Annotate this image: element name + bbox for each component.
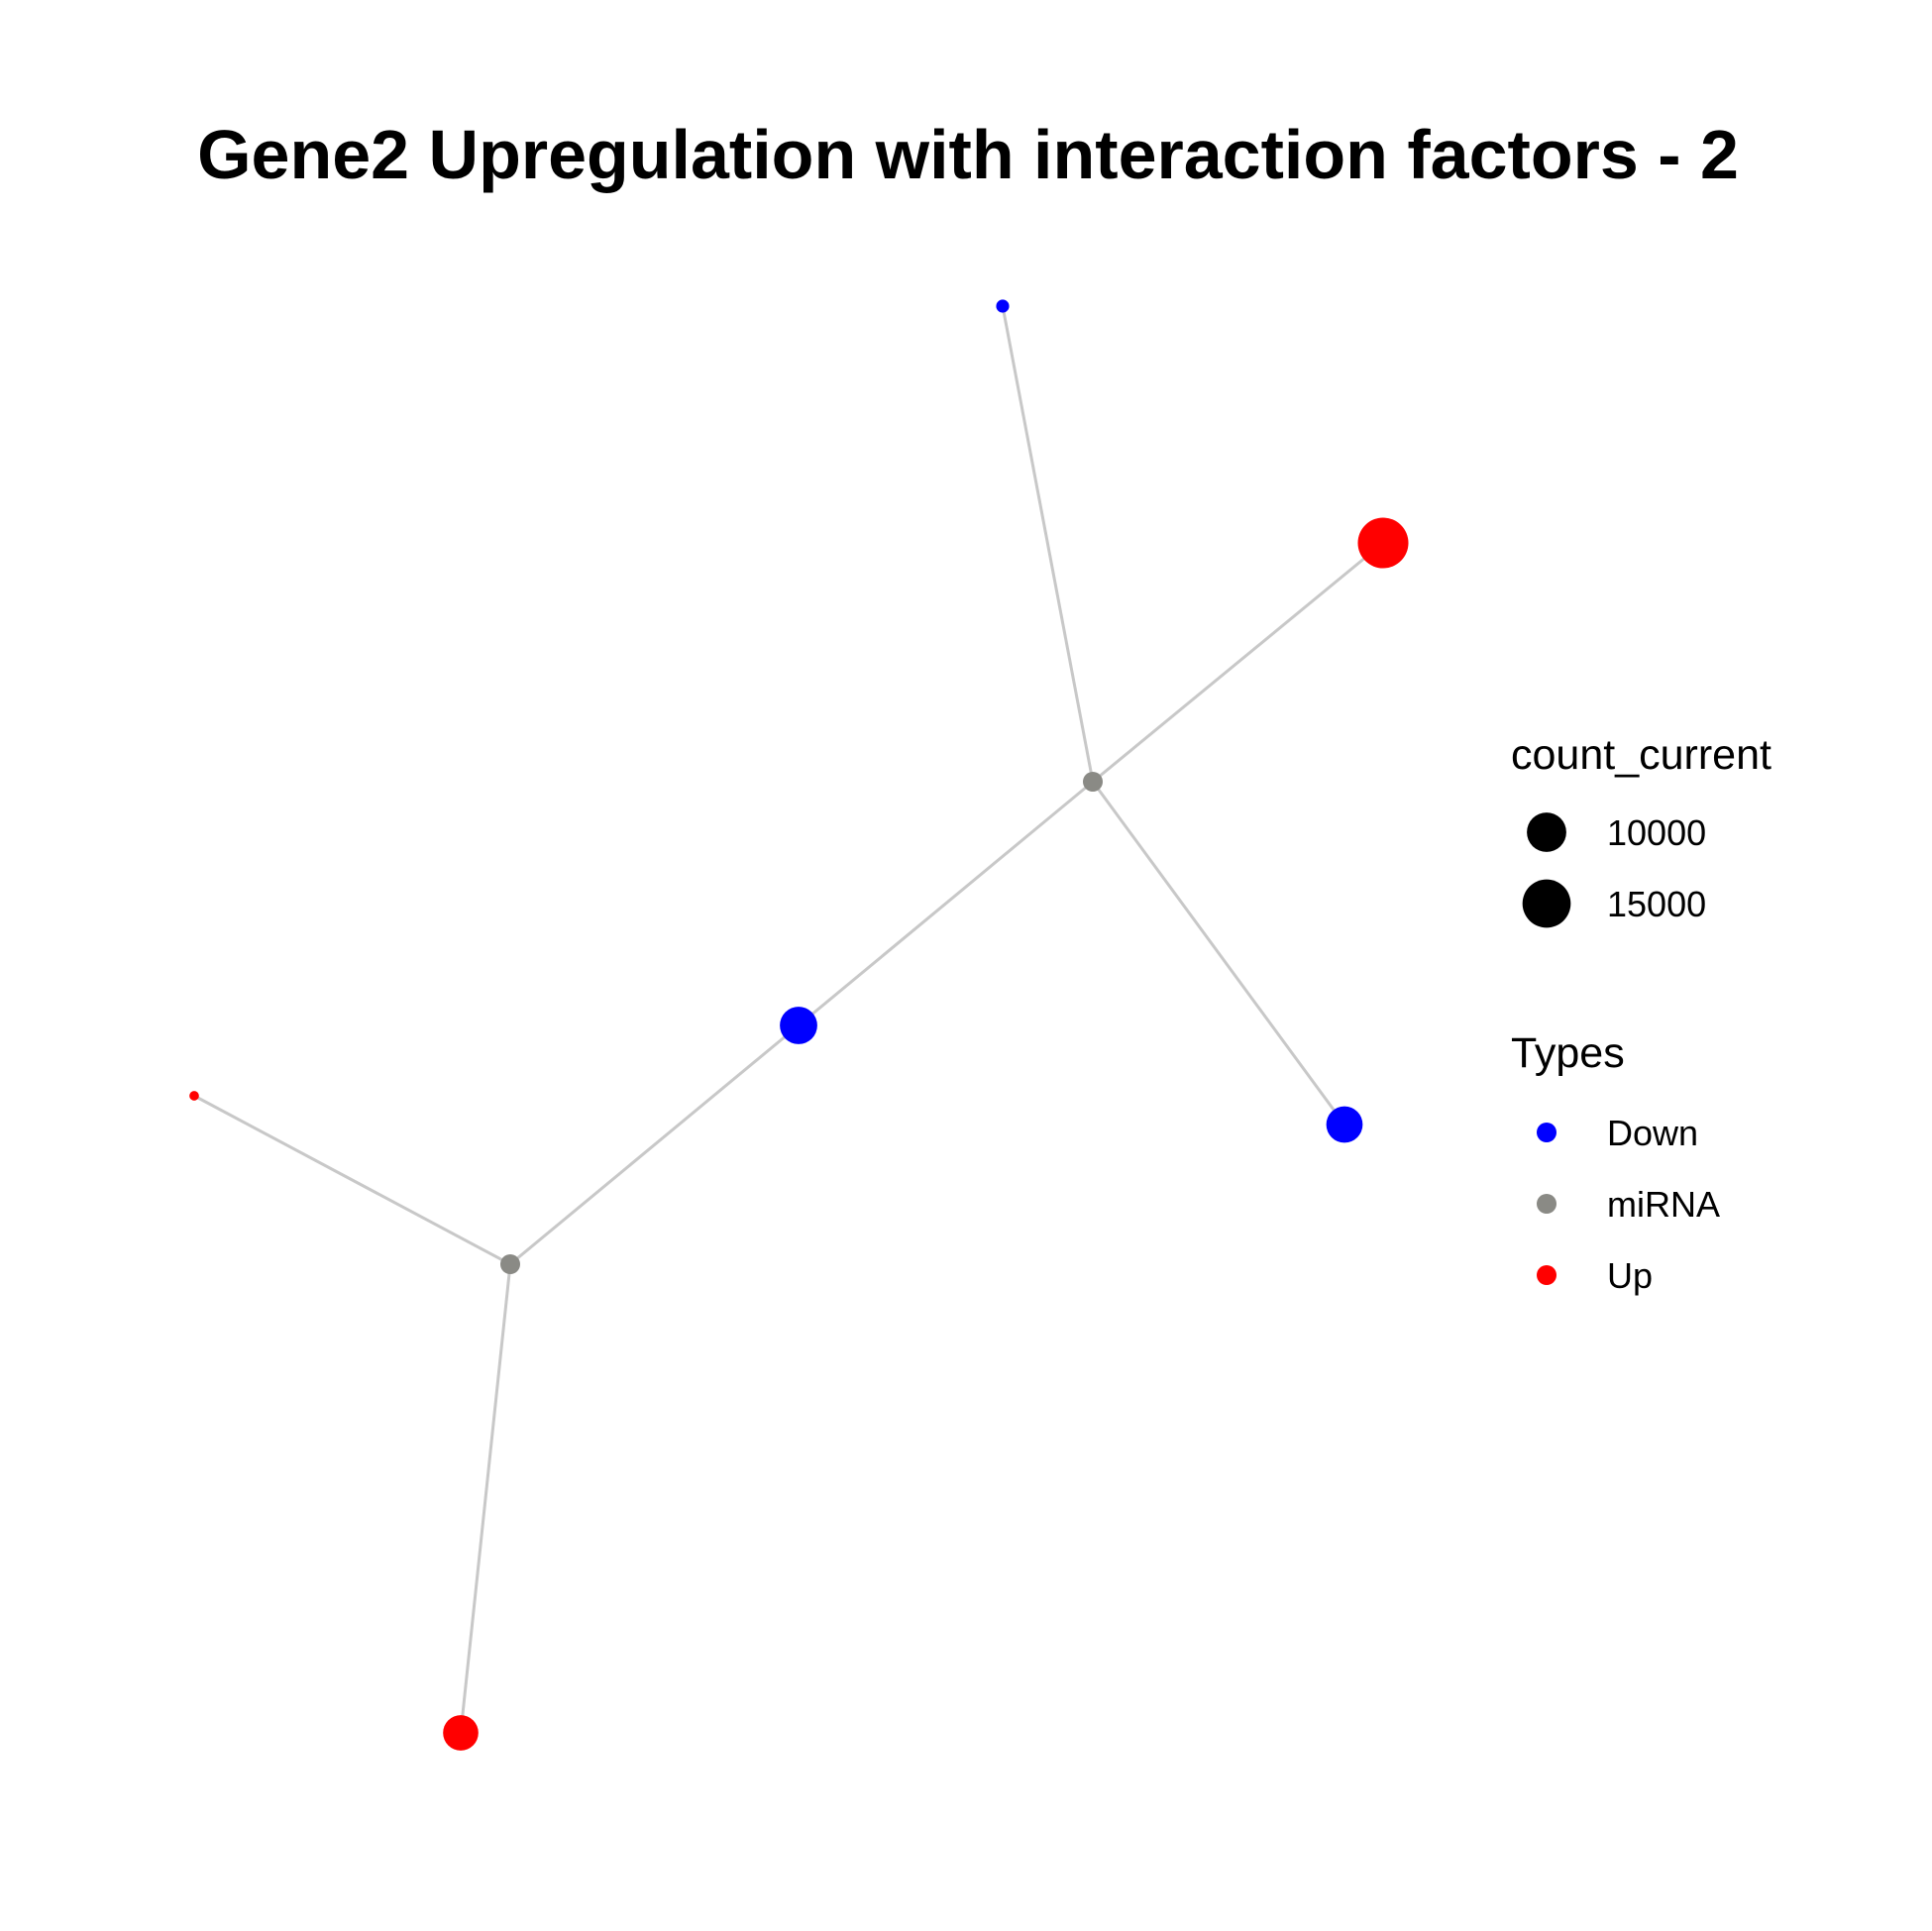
edge-mirna1-down_top	[1001, 305, 1095, 783]
node-up-bottom	[443, 1715, 479, 1751]
legend-size-key-10000	[1527, 812, 1566, 852]
legend-type-key-up	[1537, 1265, 1556, 1285]
legend-type-entries: Down miRNA Up	[1537, 1113, 1720, 1296]
legend-size-title: count_current	[1511, 731, 1771, 779]
node-up-top-right	[1357, 517, 1409, 569]
edge-mirna1-down_right	[1091, 781, 1346, 1126]
node-mirna1	[1083, 772, 1103, 792]
node-down-top	[996, 299, 1010, 313]
legend-size-key-15000	[1522, 879, 1571, 928]
legend-type-label: Down	[1607, 1113, 1698, 1153]
legend-type-key-down	[1537, 1123, 1556, 1142]
chart-title: Gene2 Upregulation with interaction fact…	[197, 116, 1739, 193]
edge-mirna1-down_center	[798, 780, 1094, 1027]
node-up-left	[189, 1091, 199, 1101]
edge-mirna2-up_left	[193, 1094, 511, 1266]
legend-type-label: miRNA	[1607, 1184, 1720, 1225]
legend-type-key-mirna	[1537, 1194, 1556, 1214]
legend-type-title: Types	[1511, 1029, 1625, 1077]
legend-type-label: Up	[1607, 1255, 1653, 1296]
legend: count_current 10000 15000 Types Down miRNA…	[1511, 731, 1771, 1296]
node-down-right	[1326, 1106, 1363, 1143]
legend-size-label: 10000	[1607, 812, 1706, 853]
edge-down_center-mirna2	[509, 1023, 800, 1266]
legend-size-entries: 10000 15000	[1522, 812, 1706, 928]
edge-mirna2-up_bottom	[459, 1263, 512, 1734]
edge-mirna1-up_top_right	[1092, 541, 1384, 784]
node-mirna2	[500, 1254, 520, 1274]
nodes-layer	[189, 299, 1409, 1751]
legend-size-label: 15000	[1607, 884, 1706, 924]
node-down-center	[780, 1007, 817, 1044]
edges-layer	[193, 305, 1384, 1734]
